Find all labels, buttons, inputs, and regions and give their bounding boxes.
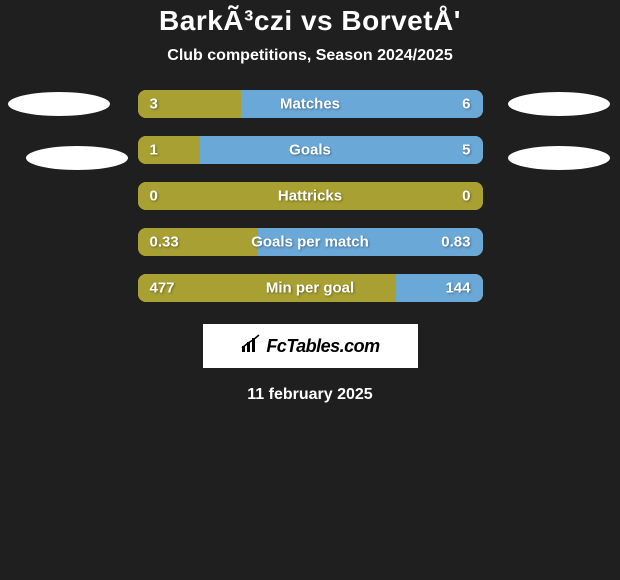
stat-label: Goals — [289, 142, 331, 159]
infographic-container: BarkÃ³czi vs BorvetÅ' Club competitions,… — [0, 0, 620, 404]
date-label: 11 february 2025 — [0, 386, 620, 404]
stat-value-right: 5 — [462, 142, 470, 159]
stat-row: 0.33 0.83 Goals per match — [138, 228, 483, 256]
stat-value-left: 1 — [150, 142, 158, 159]
logo-text: FcTables.com — [266, 336, 379, 357]
stat-label: Matches — [280, 96, 340, 113]
stat-value-right: 144 — [445, 280, 470, 297]
stat-value-right: 0 — [462, 188, 470, 205]
source-logo: FcTables.com — [203, 324, 418, 368]
stat-row: 3 6 Matches — [138, 90, 483, 118]
stat-value-right: 6 — [462, 96, 470, 113]
stat-label: Goals per match — [251, 234, 369, 251]
stat-row: 1 5 Goals — [138, 136, 483, 164]
stat-value-left: 3 — [150, 96, 158, 113]
avatar-placeholder — [508, 92, 610, 116]
right-avatar-col — [508, 90, 613, 170]
left-avatar-col — [8, 90, 113, 170]
stat-value-left: 477 — [150, 280, 175, 297]
stat-bar-right — [200, 136, 483, 164]
page-title: BarkÃ³czi vs BorvetÅ' — [0, 5, 620, 37]
stat-bar-right — [241, 90, 483, 118]
stat-row: 477 144 Min per goal — [138, 274, 483, 302]
stat-label: Hattricks — [278, 188, 342, 205]
subtitle: Club competitions, Season 2024/2025 — [0, 47, 620, 65]
stat-row: 0 0 Hattricks — [138, 182, 483, 210]
stat-value-left: 0 — [150, 188, 158, 205]
chart-icon — [240, 334, 262, 359]
stat-value-right: 0.83 — [441, 234, 470, 251]
avatar-placeholder — [8, 92, 110, 116]
avatar-placeholder — [508, 146, 610, 170]
stat-label: Min per goal — [266, 280, 354, 297]
stats-area: 3 6 Matches 1 5 Goals 0 0 Hattricks 0.33 0.83 Goals… — [0, 90, 620, 302]
stat-bar-left — [138, 136, 200, 164]
stat-bars: 3 6 Matches 1 5 Goals 0 0 Hattricks 0.33 0.83 Goals… — [138, 90, 483, 302]
avatar-placeholder — [26, 146, 128, 170]
stat-value-left: 0.33 — [150, 234, 179, 251]
